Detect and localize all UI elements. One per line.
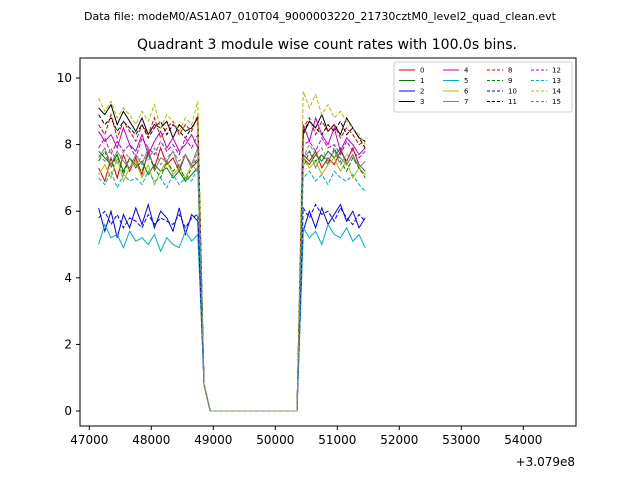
x-tick-label: 50000	[256, 433, 294, 447]
legend-label-0: 0	[420, 67, 424, 75]
legend-label-1: 1	[420, 77, 424, 85]
x-tick-label: 51000	[318, 433, 356, 447]
x-tick-label: 47000	[70, 433, 108, 447]
legend-label-11: 11	[508, 98, 517, 106]
series-line-10	[98, 203, 366, 412]
series-line-7	[98, 146, 366, 412]
x-tick-label: 53000	[442, 433, 480, 447]
x-tick-label: 52000	[380, 433, 418, 447]
x-tick-label: 54000	[504, 433, 542, 447]
legend-box	[393, 61, 573, 113]
y-tick-label: 4	[64, 271, 72, 285]
legend-label-5: 5	[464, 77, 468, 85]
series-line-15	[98, 143, 366, 412]
series-line-9	[98, 146, 366, 412]
x-offset-label: +3.079e8	[516, 455, 575, 469]
legend-label-8: 8	[508, 67, 512, 75]
y-tick-label: 0	[64, 404, 72, 418]
chart-suptitle: Data file: modeM0/AS1A07_010T04_90000032…	[84, 10, 557, 23]
legend-label-12: 12	[552, 67, 561, 75]
series-line-13	[98, 167, 366, 412]
legend-label-10: 10	[508, 88, 517, 96]
y-tick-label: 6	[64, 204, 72, 218]
axes-ticks: 47000 48000 49000 50000 51000 52000 53000 54000…	[57, 71, 543, 447]
series-line-12	[98, 134, 366, 412]
legend-label-7: 7	[464, 98, 468, 106]
series-line-2	[98, 202, 366, 412]
y-tick-label: 8	[64, 138, 72, 152]
x-tick-label: 48000	[132, 433, 170, 447]
y-tick-label: 10	[57, 71, 72, 85]
plot-area	[98, 91, 366, 412]
series-line-1	[98, 146, 366, 412]
series-line-0	[98, 146, 366, 412]
chart-title: Quadrant 3 module wise count rates with …	[137, 37, 517, 53]
y-tick-label: 2	[64, 337, 72, 351]
series-line-6	[98, 156, 366, 412]
legend-label-6: 6	[464, 88, 469, 96]
legend-label-2: 2	[420, 88, 424, 96]
axes-frame	[79, 57, 577, 427]
series-line-11	[98, 114, 366, 412]
legend-label-9: 9	[508, 77, 512, 85]
legend-label-13: 13	[552, 77, 561, 85]
legend-label-4: 4	[464, 67, 469, 75]
legend-label-14: 14	[552, 88, 561, 96]
legend-label-15: 15	[552, 98, 561, 106]
series-line-5	[98, 223, 366, 412]
legend-label-3: 3	[420, 98, 424, 106]
x-tick-label: 49000	[194, 433, 232, 447]
